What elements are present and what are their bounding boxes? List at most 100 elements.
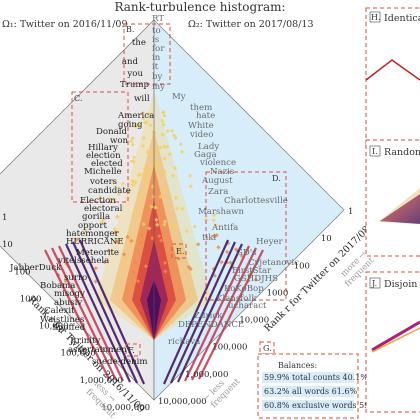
heat-cell bbox=[192, 224, 197, 229]
word-right: KoKoBop bbox=[224, 284, 264, 294]
word-right: it bbox=[152, 62, 159, 72]
y-tick-label: 100 bbox=[14, 267, 30, 277]
diamond-right-half bbox=[154, 20, 344, 400]
x-tick-label: 100 bbox=[294, 261, 310, 271]
side-panel-j-label: J. bbox=[371, 279, 377, 288]
word-right: by bbox=[152, 72, 163, 82]
word-left: abusiv bbox=[54, 298, 82, 308]
word-right: Gaga bbox=[194, 150, 217, 160]
word-right: Antifa bbox=[211, 223, 238, 233]
word-left: Hillary bbox=[88, 143, 118, 153]
heat-cell bbox=[145, 149, 150, 155]
word-right: FirstStar bbox=[232, 266, 272, 276]
panel-label-g: G. bbox=[263, 344, 272, 353]
word-left: suede-denim bbox=[92, 357, 148, 367]
heat-cell bbox=[174, 206, 180, 211]
tail-streak-right bbox=[191, 247, 257, 381]
heat-cell bbox=[137, 123, 142, 128]
balances-box: Balances: 59.9% total counts 40.1% 63.2%… bbox=[257, 353, 385, 419]
panel-label-f: F. bbox=[128, 346, 135, 355]
x-tick-label: 10,000,000 bbox=[158, 397, 207, 407]
side-panel-h: H. Identica bbox=[365, 7, 420, 147]
heat-cell bbox=[170, 173, 176, 178]
heat-cell bbox=[161, 187, 167, 192]
x-tick-label: 1,000,000 bbox=[185, 370, 228, 380]
tail-streak-right bbox=[198, 249, 264, 380]
word-left: hatemonger bbox=[66, 229, 120, 239]
word-left: Michelle bbox=[84, 167, 122, 177]
heat-cell bbox=[102, 260, 107, 265]
word-right: White bbox=[188, 121, 214, 131]
heat-cell bbox=[163, 269, 168, 274]
word-right: My bbox=[172, 92, 186, 102]
word-left: Trump bbox=[120, 80, 150, 90]
word-right: to bbox=[152, 26, 161, 36]
panel-box-g bbox=[259, 341, 275, 355]
balance-row-all: 63.2% all words 61.6% bbox=[264, 387, 357, 396]
heat-cell bbox=[158, 194, 163, 199]
heat-cell bbox=[169, 128, 175, 134]
y-tick-label: 1,000,000 bbox=[80, 376, 123, 386]
heat-cell bbox=[133, 180, 138, 185]
heat-cell bbox=[178, 142, 183, 147]
tail-streak-left bbox=[51, 247, 117, 381]
word-right: them bbox=[190, 103, 212, 113]
heat-cell bbox=[150, 236, 155, 241]
words-left-group: theandyouTrumpwillAmericagoingDonaldwonH… bbox=[9, 38, 154, 367]
heat-cell bbox=[212, 233, 218, 239]
word-left: Calexit bbox=[44, 306, 75, 316]
heat-cell bbox=[131, 159, 136, 164]
heat-cell bbox=[135, 279, 141, 284]
heat-cell bbox=[171, 223, 176, 228]
heat-cell bbox=[180, 206, 185, 211]
heat-cell bbox=[160, 132, 165, 137]
heat-cell bbox=[253, 277, 259, 282]
panel-label-c: C. bbox=[74, 94, 82, 103]
word-right: Heyer bbox=[256, 237, 284, 247]
word-right: hate bbox=[196, 111, 215, 121]
word-right: my bbox=[152, 82, 165, 92]
panel-label-b: B. bbox=[126, 25, 134, 34]
panel-box-c bbox=[71, 91, 129, 203]
word-left: elected bbox=[91, 159, 123, 169]
heat-cell bbox=[228, 260, 233, 265]
heat-cell bbox=[168, 239, 173, 244]
heat-cell bbox=[162, 219, 168, 224]
word-left: Bobama bbox=[40, 281, 75, 291]
heat-cell bbox=[204, 217, 209, 222]
panel-label-d: D. bbox=[272, 174, 281, 183]
heat-cell bbox=[149, 204, 154, 209]
heat-cell bbox=[129, 139, 134, 144]
word-right: Charlottesville bbox=[224, 196, 288, 206]
word-right: in bbox=[152, 53, 161, 63]
tail-streak-right bbox=[162, 239, 230, 385]
word-left: you bbox=[126, 69, 143, 79]
heat-cell bbox=[151, 194, 156, 199]
word-right: ucharact bbox=[228, 301, 267, 311]
heat-cell bbox=[142, 120, 148, 125]
heat-cell bbox=[165, 144, 170, 149]
tail-streak-left bbox=[71, 241, 139, 384]
heat-cell bbox=[131, 269, 136, 274]
word-left: Meteorite bbox=[76, 248, 119, 258]
tail-streak-left bbox=[44, 249, 110, 380]
word-left: HURRICANE bbox=[66, 237, 124, 247]
tail-streak-left bbox=[58, 245, 124, 382]
word-left: Spoffed bbox=[52, 323, 86, 333]
heat-cell bbox=[173, 135, 178, 141]
tail-streak-left bbox=[65, 243, 131, 383]
word-right: Nazis bbox=[210, 167, 234, 177]
heat-cell bbox=[141, 135, 146, 141]
word-right: GD's bbox=[236, 248, 257, 258]
heat-cell bbox=[162, 222, 167, 227]
y-axis-ticks: 1 10 100 1000 10,000 100,000 1,000,000 10,000,0… bbox=[2, 213, 150, 413]
panel-box-b bbox=[123, 23, 171, 85]
heat-cell bbox=[186, 264, 191, 269]
heat-cell bbox=[160, 118, 165, 124]
heat-cell bbox=[132, 209, 137, 215]
heat-cell bbox=[148, 151, 154, 156]
heat-cell bbox=[196, 242, 201, 247]
side-panel-i: I. Randomi bbox=[365, 139, 420, 257]
